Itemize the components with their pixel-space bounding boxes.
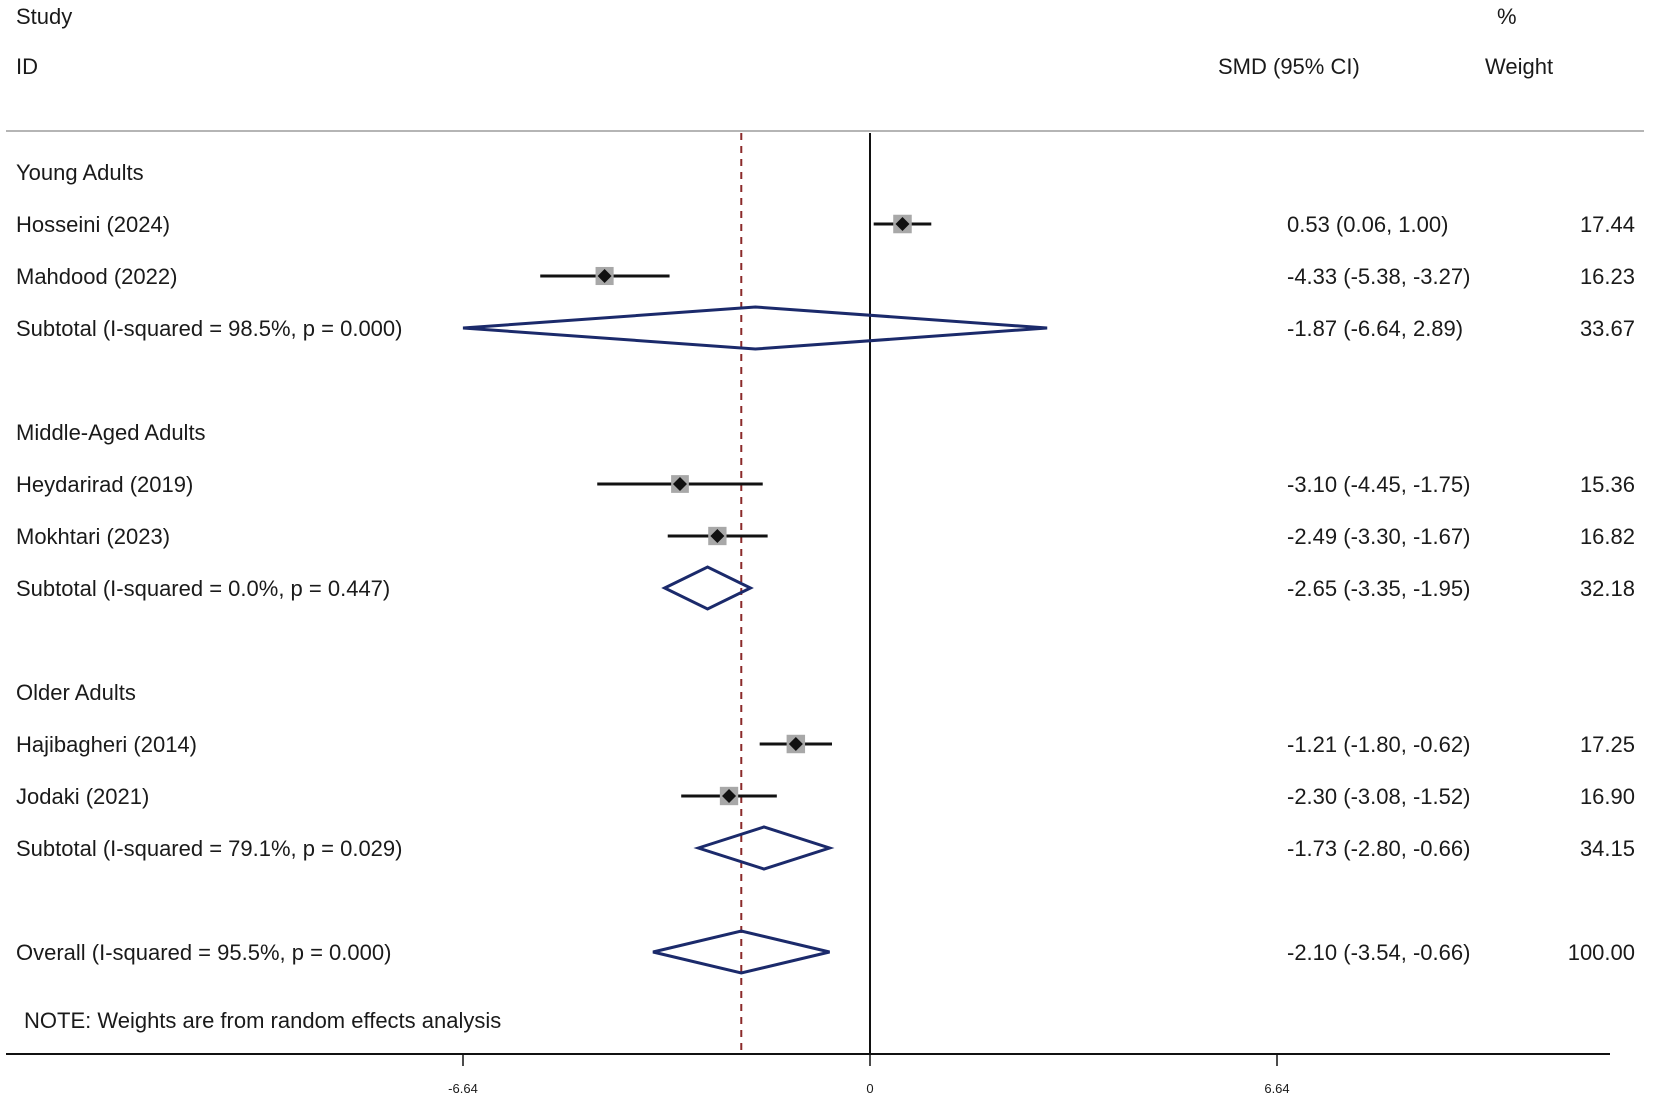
subtotal-row: Subtotal (I-squared = 79.1%, p = 0.029) -… [16,825,1635,871]
subtotal-ci-text: -1.87 (-6.64, 2.89) [1287,316,1463,341]
study-label: Mahdood (2022) [16,264,177,289]
subtotal-ci-text: -1.73 (-2.80, -0.66) [1287,836,1470,861]
study-ci-text: -4.33 (-5.38, -3.27) [1287,264,1470,289]
subtotal-label: Subtotal (I-squared = 98.5%, p = 0.000) [16,316,402,341]
overall-row: Overall (I-squared = 95.5%, p = 0.000) -2… [16,929,1635,975]
study-weight-text: 16.82 [1580,524,1635,549]
overall-diamond [652,929,830,975]
plot-rows: Young Adults Hosseini (2024) 0.53 (0.06, 1… [16,160,1635,975]
x-tick-label: 0 [866,1081,873,1096]
header-id: ID [16,54,38,79]
study-weight-text: 17.25 [1580,732,1635,757]
group-title: Middle-Aged Adults [16,420,206,445]
overall-label: Overall (I-squared = 95.5%, p = 0.000) [16,940,391,965]
header-study: Study [16,4,72,29]
study-weight-text: 17.44 [1580,212,1635,237]
study-weight-text: 16.90 [1580,784,1635,809]
study-ci-text: -1.21 (-1.80, -0.62) [1287,732,1470,757]
subtotal-weight-text: 32.18 [1580,576,1635,601]
header-percent: % [1497,4,1517,29]
note-text: NOTE: Weights are from random effects an… [24,1008,501,1033]
subtotal-diamond [693,825,835,871]
study-point [722,789,737,803]
subtotal-row: Subtotal (I-squared = 98.5%, p = 0.000) -… [16,305,1635,351]
subtotal-row: Subtotal (I-squared = 0.0%, p = 0.447) -2… [16,565,1635,611]
study-ci-text: -3.10 (-4.45, -1.75) [1287,472,1470,497]
study-weight-text: 16.23 [1580,264,1635,289]
x-axis-ticks: -6.64 0 6.64 [448,1054,1290,1096]
group-title: Young Adults [16,160,144,185]
subtotal-diamond [661,565,754,611]
reference-lines [740,133,871,1054]
x-tick-label: -6.64 [448,1081,478,1096]
header-smd: SMD (95% CI) [1218,54,1360,79]
subtotal-weight-text: 33.67 [1580,316,1635,341]
overall-ci-text: -2.10 (-3.54, -0.66) [1287,940,1470,965]
subtotal-label: Subtotal (I-squared = 0.0%, p = 0.447) [16,576,390,601]
study-point [895,217,910,231]
study-row: Mokhtari (2023) -2.49 (-3.30, -1.67) 16.82 [16,524,1635,549]
study-point [710,529,725,543]
subtotal-diamond [462,305,1048,351]
study-row: Jodaki (2021) -2.30 (-3.08, -1.52) 16.90 [16,784,1635,809]
study-row: Mahdood (2022) -4.33 (-5.38, -3.27) 16.23 [16,264,1635,289]
study-label: Heydarirad (2019) [16,472,193,497]
overall-weight-text: 100.00 [1568,940,1635,965]
study-point [597,269,612,283]
study-ci-text: -2.30 (-3.08, -1.52) [1287,784,1470,809]
group-title: Older Adults [16,680,136,705]
subtotal-weight-text: 34.15 [1580,836,1635,861]
study-ci-text: -2.49 (-3.30, -1.67) [1287,524,1470,549]
study-ci-text: 0.53 (0.06, 1.00) [1287,212,1448,237]
study-label: Jodaki (2021) [16,784,149,809]
x-tick-label: 6.64 [1264,1081,1289,1096]
study-label: Hajibagheri (2014) [16,732,197,757]
study-row: Heydarirad (2019) -3.10 (-4.45, -1.75) 15.… [16,472,1635,497]
study-point [672,477,687,491]
study-point [788,737,803,751]
study-label: Mokhtari (2023) [16,524,170,549]
header-weight: Weight [1485,54,1553,79]
subtotal-ci-text: -2.65 (-3.35, -1.95) [1287,576,1470,601]
study-label: Hosseini (2024) [16,212,170,237]
study-weight-text: 15.36 [1580,472,1635,497]
study-row: Hosseini (2024) 0.53 (0.06, 1.00) 17.44 [16,212,1635,237]
study-row: Hajibagheri (2014) -1.21 (-1.80, -0.62) 17… [16,732,1635,757]
subtotal-label: Subtotal (I-squared = 79.1%, p = 0.029) [16,836,402,861]
